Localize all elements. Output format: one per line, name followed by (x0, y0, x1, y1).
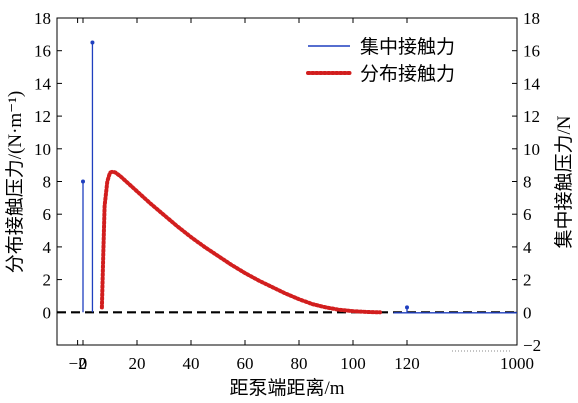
y-axis-title-left: 分布接触压力/(N·m⁻¹) (4, 91, 26, 274)
y-tick-label-left: 16 (34, 42, 51, 61)
y-tick-label-left: 6 (43, 205, 52, 224)
y-tick-label-right: 0 (523, 303, 532, 322)
y-tick-label-right: 18 (523, 9, 540, 28)
stem-marker (405, 305, 409, 310)
stem-marker (90, 40, 95, 45)
x-tick-label: 60 (237, 354, 254, 373)
legend: 集中接触力 分布接触力 (306, 36, 455, 85)
tick-labels: −20 20 40 60 80 100 120 1000024681012141618−202… (34, 9, 541, 373)
y-axis-title-right: 集中接触压力/N (553, 115, 575, 248)
x-tick-label: 40 (183, 354, 200, 373)
y-tick-label-left: 2 (43, 271, 52, 290)
series-layer (57, 40, 517, 352)
y-tick-label-right: 8 (523, 173, 532, 192)
y-tick-label-right: 4 (523, 238, 532, 257)
y-tick-label-right: −2 (523, 336, 541, 355)
y-tick-label-right: 2 (523, 271, 532, 290)
y-tick-label-left: 4 (43, 238, 52, 257)
x-tick-label: 100 (340, 354, 366, 373)
legend-label-dotted: 分布接触力 (360, 63, 455, 85)
x-tick-label: 20 (129, 354, 146, 373)
y-tick-label-right: 10 (523, 140, 540, 159)
y-tick-label-left: 14 (34, 74, 52, 93)
y-tick-label-left: 8 (43, 173, 52, 192)
x-axis-title: 距泵端距离/m (229, 377, 344, 399)
distributed-series-line (99, 169, 382, 315)
stem-marker (81, 179, 85, 184)
x-tick-label: 0 (79, 354, 88, 373)
y-tick-label-left: 0 (43, 303, 52, 322)
x-tick-label: −2 (69, 354, 87, 373)
x-tick-label: 120 (394, 354, 420, 373)
y-tick-label-left: 10 (34, 140, 51, 159)
y-tick-label-right: 14 (523, 74, 541, 93)
y-tick-label-left: 18 (34, 9, 51, 28)
y-tick-label-left: 12 (34, 107, 51, 126)
y-tick-label-right: 16 (523, 42, 540, 61)
y-tick-label-right: 6 (523, 205, 532, 224)
x-tick-label: 80 (291, 354, 308, 373)
y-tick-label-right: 12 (523, 107, 540, 126)
x-tick-label: 1000 (500, 354, 534, 373)
legend-label-stem: 集中接触力 (360, 36, 455, 58)
